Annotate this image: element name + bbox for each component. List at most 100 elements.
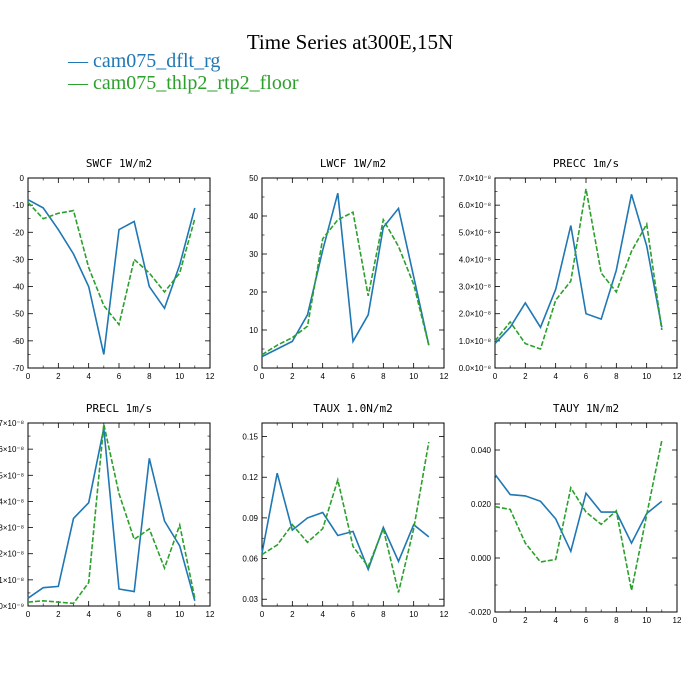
y-tick-label: 7.0×10⁻⁸ bbox=[459, 174, 491, 183]
series-line-thlp2-rtp2-floor bbox=[261, 441, 430, 593]
y-tick-label: 0.09 bbox=[242, 514, 258, 523]
y-tick-label: 6×10⁻⁸ bbox=[0, 445, 24, 454]
legend-label: cam075_thlp2_rtp2_floor bbox=[93, 72, 299, 94]
y-tick-label: 0.12 bbox=[242, 473, 258, 482]
y-tick-label: 4×10⁻⁸ bbox=[0, 497, 24, 506]
y-tick-label: 0.0×10⁻⁸ bbox=[459, 364, 491, 373]
series-line-thlp2-rtp2-floor bbox=[261, 211, 430, 356]
x-tick-label: 2 bbox=[523, 616, 528, 625]
x-tick-label: 8 bbox=[147, 372, 152, 381]
legend-entry-dflt-rg: — cam075_dflt_rg bbox=[68, 50, 220, 73]
y-tick-label: 2×10⁻⁸ bbox=[0, 550, 24, 559]
y-tick-label: -40 bbox=[12, 283, 24, 292]
y-tick-label: -50 bbox=[12, 310, 24, 319]
y-tick-label: 0.15 bbox=[242, 433, 258, 442]
series-line-dflt-rg bbox=[27, 198, 196, 355]
x-tick-label: 10 bbox=[409, 610, 418, 619]
y-tick-label: 0.000 bbox=[471, 554, 492, 563]
series-line-dflt-rg bbox=[261, 192, 430, 358]
x-tick-label: 6 bbox=[584, 616, 589, 625]
y-tick-label: 30 bbox=[249, 250, 258, 259]
x-tick-label: 2 bbox=[56, 372, 61, 381]
x-tick-label: 10 bbox=[642, 616, 651, 625]
series-line-dflt-rg bbox=[494, 194, 663, 345]
y-tick-label: -60 bbox=[12, 337, 24, 346]
x-tick-label: 12 bbox=[673, 372, 682, 381]
x-tick-label: 4 bbox=[86, 610, 91, 619]
series-line-thlp2-rtp2-floor bbox=[494, 188, 663, 351]
x-tick-label: 0 bbox=[260, 610, 265, 619]
legend-line-icon: — bbox=[68, 50, 93, 72]
x-tick-label: 8 bbox=[381, 610, 386, 619]
panel-title: TAUX 1.0N/m2 bbox=[313, 402, 392, 415]
y-tick-label: 0 bbox=[20, 174, 25, 183]
x-tick-label: 10 bbox=[642, 372, 651, 381]
x-tick-label: 10 bbox=[175, 610, 184, 619]
x-tick-label: 12 bbox=[440, 372, 449, 381]
series-line-dflt-rg bbox=[494, 473, 663, 554]
x-tick-label: 10 bbox=[175, 372, 184, 381]
x-tick-label: 0 bbox=[26, 372, 31, 381]
y-tick-label: 50 bbox=[249, 174, 258, 183]
x-tick-label: 0 bbox=[260, 372, 265, 381]
x-tick-label: 8 bbox=[614, 616, 619, 625]
x-tick-label: 12 bbox=[206, 610, 215, 619]
y-tick-label: 0×10⁻⁹ bbox=[0, 602, 24, 611]
y-tick-label: 4.0×10⁻⁸ bbox=[459, 255, 491, 264]
y-tick-label: 2.0×10⁻⁸ bbox=[459, 310, 491, 319]
x-tick-label: 4 bbox=[553, 372, 558, 381]
y-tick-label: 3×10⁻⁸ bbox=[0, 524, 24, 533]
legend-label: cam075_dflt_rg bbox=[93, 50, 221, 72]
y-tick-label: -20 bbox=[12, 228, 24, 237]
y-tick-label: 3.0×10⁻⁸ bbox=[459, 283, 491, 292]
series-line-thlp2-rtp2-floor bbox=[27, 424, 196, 605]
x-tick-label: 8 bbox=[614, 372, 619, 381]
x-tick-label: 12 bbox=[206, 372, 215, 381]
plot-frame bbox=[27, 422, 211, 607]
series-line-thlp2-rtp2-floor bbox=[27, 201, 196, 327]
panel-title: TAUY 1N/m2 bbox=[553, 402, 619, 415]
y-tick-label: 0 bbox=[254, 364, 259, 373]
x-tick-label: 6 bbox=[351, 610, 356, 619]
x-tick-label: 0 bbox=[493, 616, 498, 625]
y-tick-label: 5×10⁻⁸ bbox=[0, 471, 24, 480]
x-tick-label: 0 bbox=[26, 610, 31, 619]
legend-entry-thlp2-rtp2-floor: — cam075_thlp2_rtp2_floor bbox=[68, 72, 299, 95]
x-tick-label: 4 bbox=[320, 372, 325, 381]
y-tick-label: -10 bbox=[12, 201, 24, 210]
x-tick-label: 2 bbox=[290, 372, 295, 381]
y-tick-label: 5.0×10⁻⁸ bbox=[459, 228, 491, 237]
x-tick-label: 6 bbox=[117, 610, 122, 619]
y-tick-label: 20 bbox=[249, 288, 258, 297]
x-tick-label: 2 bbox=[56, 610, 61, 619]
legend-line-icon: — bbox=[68, 72, 93, 94]
plot-frame bbox=[27, 177, 211, 369]
x-tick-label: 4 bbox=[553, 616, 558, 625]
x-tick-label: 8 bbox=[147, 610, 152, 619]
series-line-thlp2-rtp2-floor bbox=[494, 440, 663, 591]
panel-title: SWCF 1W/m2 bbox=[86, 157, 152, 170]
y-tick-label: 7×10⁻⁸ bbox=[0, 419, 24, 428]
panel-title: LWCF 1W/m2 bbox=[320, 157, 386, 170]
y-tick-label: -30 bbox=[12, 255, 24, 264]
page-title: Time Series at300E,15N bbox=[246, 30, 454, 54]
x-tick-label: 8 bbox=[381, 372, 386, 381]
y-tick-label: 1×10⁻⁸ bbox=[0, 576, 24, 585]
y-tick-label: 0.020 bbox=[471, 500, 492, 509]
y-tick-label: 0.03 bbox=[242, 595, 258, 604]
plot-frame bbox=[494, 422, 678, 613]
series-line-dflt-rg bbox=[261, 472, 430, 572]
x-tick-label: 0 bbox=[493, 372, 498, 381]
panel-title: PRECC 1m/s bbox=[553, 157, 619, 170]
x-tick-label: 10 bbox=[409, 372, 418, 381]
x-tick-label: 12 bbox=[440, 610, 449, 619]
y-tick-label: -0.020 bbox=[468, 608, 491, 617]
panel-title: PRECL 1m/s bbox=[86, 402, 152, 415]
x-tick-label: 6 bbox=[351, 372, 356, 381]
y-tick-label: 0.06 bbox=[242, 555, 258, 564]
y-tick-label: 10 bbox=[249, 326, 258, 335]
y-tick-label: 1.0×10⁻⁸ bbox=[459, 337, 491, 346]
x-tick-label: 6 bbox=[117, 372, 122, 381]
x-tick-label: 4 bbox=[320, 610, 325, 619]
